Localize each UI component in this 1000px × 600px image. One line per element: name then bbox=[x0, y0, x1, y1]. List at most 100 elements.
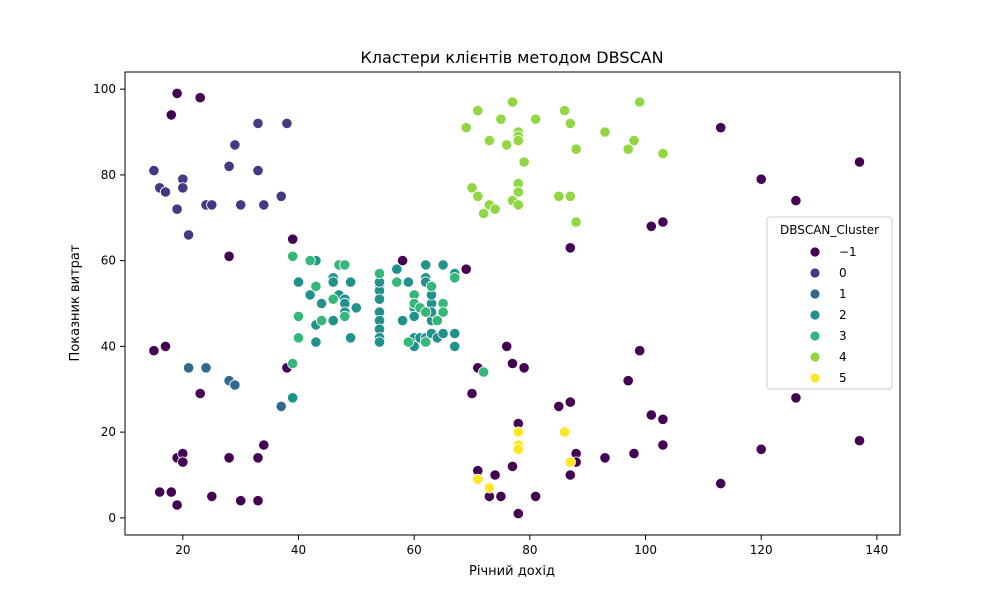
data-point bbox=[460, 263, 472, 275]
data-point bbox=[223, 452, 235, 464]
data-point bbox=[171, 203, 183, 215]
data-point bbox=[657, 216, 669, 228]
data-point bbox=[235, 495, 247, 507]
data-point bbox=[171, 87, 183, 100]
data-point bbox=[310, 280, 322, 292]
legend-label: −1 bbox=[839, 245, 857, 259]
legend-title: DBSCAN_Cluster bbox=[780, 223, 879, 237]
data-point bbox=[252, 165, 264, 177]
x-tick-label: 40 bbox=[291, 543, 306, 557]
data-point bbox=[570, 216, 582, 228]
data-point bbox=[339, 259, 351, 271]
data-point bbox=[420, 259, 432, 271]
legend-label: 4 bbox=[839, 350, 847, 364]
data-point bbox=[477, 207, 490, 220]
data-point bbox=[194, 92, 206, 104]
data-point bbox=[518, 156, 530, 168]
data-point bbox=[529, 490, 542, 502]
data-point bbox=[148, 345, 160, 357]
plot-area bbox=[148, 87, 866, 520]
x-tick-label: 120 bbox=[750, 543, 773, 557]
data-point bbox=[223, 160, 235, 172]
data-point bbox=[206, 199, 218, 211]
data-point bbox=[512, 135, 524, 147]
data-point bbox=[853, 435, 866, 447]
data-point bbox=[229, 139, 241, 151]
data-point bbox=[495, 113, 507, 125]
data-point bbox=[402, 276, 414, 288]
data-point bbox=[622, 375, 634, 387]
data-point bbox=[373, 267, 386, 280]
y-axis: 0 20 40 60 80 100 bbox=[93, 82, 125, 525]
data-point bbox=[252, 495, 264, 507]
data-point bbox=[483, 482, 495, 494]
data-point bbox=[223, 250, 235, 262]
data-point bbox=[194, 387, 206, 400]
legend-marker bbox=[809, 267, 821, 279]
legend-marker bbox=[809, 246, 821, 258]
legend-marker bbox=[809, 288, 821, 300]
data-point bbox=[634, 96, 646, 108]
data-point bbox=[339, 310, 351, 322]
data-point bbox=[425, 280, 438, 292]
data-point bbox=[449, 340, 461, 352]
data-point bbox=[570, 143, 582, 155]
data-point bbox=[553, 400, 565, 412]
data-point bbox=[287, 233, 299, 245]
x-tick-label: 80 bbox=[522, 543, 537, 557]
series-cluster-5 bbox=[460, 96, 669, 228]
legend-label: 2 bbox=[839, 308, 847, 322]
data-point bbox=[790, 195, 802, 207]
data-point bbox=[344, 276, 357, 288]
data-point bbox=[506, 460, 519, 472]
data-point bbox=[165, 486, 177, 498]
series-cluster-6 bbox=[472, 426, 576, 494]
data-point bbox=[200, 362, 212, 374]
data-point bbox=[472, 473, 484, 485]
data-point bbox=[518, 362, 530, 374]
data-point bbox=[350, 302, 362, 314]
data-point bbox=[310, 336, 322, 348]
data-point bbox=[396, 314, 409, 327]
series-cluster-1 bbox=[148, 117, 293, 241]
data-point bbox=[599, 126, 611, 138]
data-point bbox=[489, 203, 501, 215]
data-point bbox=[275, 400, 287, 412]
data-point bbox=[599, 452, 611, 464]
data-point bbox=[396, 255, 409, 267]
data-point bbox=[206, 490, 218, 502]
data-point bbox=[466, 387, 478, 400]
legend-label: 0 bbox=[839, 266, 847, 280]
legend-marker bbox=[809, 330, 821, 342]
data-point bbox=[466, 182, 478, 194]
legend-label: 1 bbox=[839, 287, 847, 301]
data-point bbox=[437, 259, 449, 271]
data-point bbox=[304, 255, 316, 267]
data-point bbox=[258, 199, 270, 211]
data-point bbox=[252, 117, 264, 130]
legend-label: 3 bbox=[839, 329, 847, 343]
data-point bbox=[327, 314, 339, 327]
data-point bbox=[391, 263, 403, 275]
data-point bbox=[512, 426, 524, 438]
x-tick-label: 140 bbox=[865, 543, 888, 557]
y-tick-label: 60 bbox=[101, 254, 116, 268]
x-axis-label: Річний дохід bbox=[469, 564, 555, 579]
data-point bbox=[489, 469, 501, 481]
data-point bbox=[564, 190, 576, 202]
data-point bbox=[477, 366, 490, 378]
data-point bbox=[564, 242, 576, 254]
data-point bbox=[252, 452, 264, 464]
data-point bbox=[281, 117, 293, 130]
data-point bbox=[287, 250, 299, 262]
x-tick-label: 100 bbox=[634, 543, 657, 557]
y-tick-label: 20 bbox=[101, 425, 116, 439]
data-point bbox=[564, 469, 576, 481]
data-point bbox=[344, 332, 357, 344]
data-point bbox=[853, 156, 866, 168]
data-point bbox=[506, 96, 519, 108]
data-point bbox=[154, 486, 166, 498]
data-point bbox=[657, 413, 669, 425]
legend-marker bbox=[809, 351, 821, 363]
legend-label: 5 bbox=[839, 371, 847, 385]
